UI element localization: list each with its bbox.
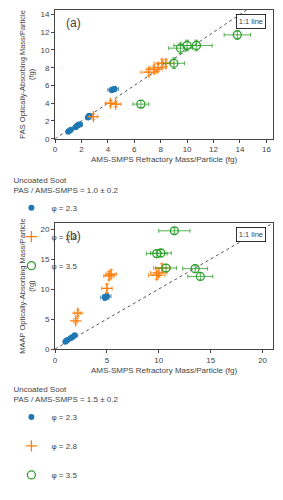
svg-text:10: 10 xyxy=(40,46,49,55)
svg-text:5: 5 xyxy=(45,315,50,324)
svg-text:20: 20 xyxy=(258,356,267,365)
svg-text:14: 14 xyxy=(236,145,245,154)
svg-text:8: 8 xyxy=(158,145,163,154)
svg-text:2: 2 xyxy=(79,145,84,154)
svg-text:PAS Optically-Absorbing Mass/P: PAS Optically-Absorbing Mass/Particle(fg… xyxy=(18,10,37,139)
svg-text:10: 10 xyxy=(154,356,163,365)
svg-text:0: 0 xyxy=(53,356,58,365)
svg-text:5: 5 xyxy=(105,356,110,365)
svg-text:Uncoated SootPAS / AMS-SMPS =: Uncoated SootPAS / AMS-SMPS = 1.5 ± 0.2 xyxy=(13,385,118,404)
svg-text:1:1 line: 1:1 line xyxy=(239,230,263,239)
svg-text:φ = 2.3: φ = 2.3 xyxy=(51,413,77,422)
svg-text:16: 16 xyxy=(262,145,271,154)
svg-text:AMS-SMPS Refractory Mass/Parti: AMS-SMPS Refractory Mass/Particle (fg) xyxy=(91,366,238,375)
svg-text:(b): (b) xyxy=(66,229,81,243)
svg-text:12: 12 xyxy=(209,145,218,154)
svg-text:10: 10 xyxy=(40,285,49,294)
svg-text:φ = 2.8: φ = 2.8 xyxy=(51,233,77,242)
svg-text:1:1 line: 1:1 line xyxy=(239,17,263,26)
svg-text:8: 8 xyxy=(45,64,50,73)
svg-text:14: 14 xyxy=(40,10,49,19)
svg-text:15: 15 xyxy=(206,356,215,365)
svg-text:6: 6 xyxy=(45,81,50,90)
svg-text:4: 4 xyxy=(106,145,111,154)
svg-text:Uncoated SootPAS / AMS-SMPS =: Uncoated SootPAS / AMS-SMPS = 1.0 ± 0.2 xyxy=(13,176,118,195)
svg-text:0: 0 xyxy=(45,135,50,144)
svg-text:0: 0 xyxy=(45,345,50,354)
svg-text:MAAP Optically-Absorbing Mass/: MAAP Optically-Absorbing Mass/Particle(f… xyxy=(18,218,37,353)
svg-text:12: 12 xyxy=(40,28,49,37)
svg-text:φ = 3.5: φ = 3.5 xyxy=(51,471,77,480)
svg-text:2: 2 xyxy=(45,117,50,126)
svg-text:20: 20 xyxy=(40,225,49,234)
svg-text:6: 6 xyxy=(132,145,137,154)
svg-text:0: 0 xyxy=(53,145,58,154)
svg-text:φ = 3.5: φ = 3.5 xyxy=(51,262,77,271)
svg-text:φ = 2.3: φ = 2.3 xyxy=(51,204,77,213)
svg-text:4: 4 xyxy=(45,99,50,108)
svg-text:AMS-SMPS Refractory Mass/Parti: AMS-SMPS Refractory Mass/Particle (fg) xyxy=(91,155,238,164)
svg-text:(a): (a) xyxy=(66,16,81,30)
svg-text:10: 10 xyxy=(183,145,192,154)
svg-text:φ = 2.8: φ = 2.8 xyxy=(51,442,77,451)
svg-text:15: 15 xyxy=(40,255,49,264)
